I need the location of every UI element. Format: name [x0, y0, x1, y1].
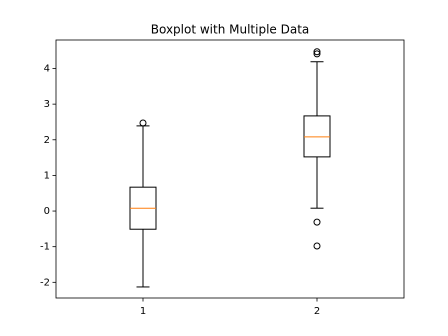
x-tick-label: 1	[140, 306, 146, 317]
flier	[313, 48, 321, 56]
y-tick-label: 2	[44, 135, 50, 146]
y-tick-label: 3	[44, 99, 50, 110]
x-tick-label: 2	[314, 306, 320, 317]
flier	[313, 50, 321, 58]
flier	[313, 242, 321, 250]
box	[303, 115, 331, 158]
chart-title: Boxplot with Multiple Data	[151, 23, 310, 37]
y-tick-label: 4	[44, 64, 50, 75]
y-tick-label: 0	[44, 206, 50, 217]
flier	[139, 119, 147, 127]
plot-frame	[55, 39, 405, 299]
y-tick-label: 1	[44, 170, 50, 181]
y-tick-label: -1	[40, 242, 50, 253]
y-tick-label: -2	[40, 277, 50, 288]
flier	[313, 218, 321, 226]
